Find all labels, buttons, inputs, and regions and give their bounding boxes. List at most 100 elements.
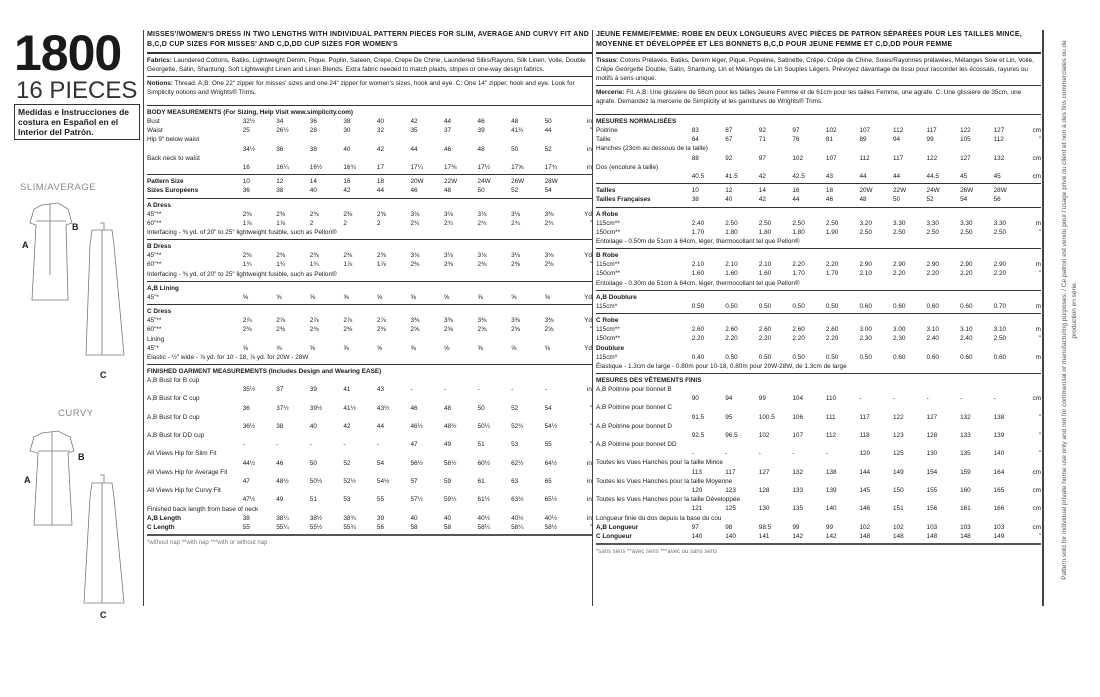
row-label: A,B Length: [147, 514, 182, 522]
row-label: A Dress: [147, 201, 171, 209]
unit: in: [587, 459, 592, 467]
size-value: 2: [376, 219, 381, 227]
row-label: Tailles: [596, 187, 616, 195]
unit: Yd: [584, 210, 592, 218]
unit: Yd: [584, 293, 592, 301]
measurement-section: BODY MEASUREMENTS (For Sizing, Help Visi…: [147, 106, 592, 176]
size-value: 55: [376, 496, 384, 504]
size-value: 128: [926, 431, 938, 439]
unit: m: [1035, 261, 1041, 269]
size-value: 125: [725, 505, 736, 513]
size-value: 146: [859, 505, 871, 513]
table-row: All Views Hip for Slim Fit: [147, 449, 592, 458]
size-value: 122: [892, 413, 904, 421]
size-value: 154: [926, 468, 938, 476]
size-value: 2.20: [825, 261, 839, 269]
legal-notice: Pattern sold for individual private home…: [1050, 40, 1090, 600]
size-value: 32½: [242, 118, 256, 125]
table-row: 115cm* 0.40 0.50 0.50 0.50 0.50 0.50 0.60 0.60 0.…: [596, 353, 1041, 362]
size-value: 40½: [477, 514, 490, 522]
size-value: 58½: [544, 523, 558, 531]
size-value: 83: [691, 127, 699, 134]
size-value: 0.50: [792, 353, 805, 361]
size-value: ⅝: [544, 344, 550, 352]
table-row: A,B Poitrine pour bonnet DD: [596, 440, 1041, 449]
size-value: 40.5: [691, 172, 705, 180]
size-value: 0.50: [725, 353, 738, 361]
row-label-spacer: [596, 154, 692, 163]
size-value: 2⅜: [544, 261, 554, 269]
table-row-values: 40.5 41.5 42 42.5 43 44 44 44.5 45 45 cm: [596, 172, 1041, 181]
table-row-values: 16 16¼ 16½ 16¾ 17 17¼ 17⅜ 17½ 17⅝ 17¾ in: [147, 163, 592, 172]
row-label-spacer: [596, 449, 692, 458]
size-value: 148: [859, 532, 871, 540]
row-label: A,B Bust for D cup: [147, 413, 200, 421]
size-value: 37½: [276, 404, 289, 412]
row-label-spacer: [147, 163, 243, 172]
table-row: A,B Bust for C cup: [147, 394, 592, 403]
size-value: 97: [691, 523, 699, 531]
size-value: 110: [825, 395, 837, 403]
size-value: 47½: [242, 496, 256, 504]
table-row-values: 90 94 99 104 110 - - - - - cm: [596, 394, 1041, 403]
size-value: 38¾: [343, 514, 356, 522]
size-value: 164: [993, 468, 1005, 476]
size-value: 105: [960, 136, 971, 144]
row-label: Hip 9" below waist: [147, 136, 199, 144]
size-value: 40: [410, 514, 418, 522]
unit: ": [589, 523, 592, 531]
size-value: 3.00: [892, 326, 906, 334]
row-label: 60"**: [147, 326, 162, 334]
size-value: 48: [859, 196, 867, 204]
size-value: 2⅜: [276, 252, 286, 260]
size-value: 2⅜: [309, 252, 319, 260]
unit: cm: [1032, 127, 1041, 134]
section-note: Entoilage - 0.30m de 51cm à 64cm, léger,…: [596, 279, 800, 287]
row-label: B Dress: [147, 243, 172, 251]
size-value: 2⅝: [477, 326, 487, 334]
size-value: 142: [792, 532, 804, 540]
table-row: Pattern Size 10 12 14 16 18 20W 22W 24W 26W 28W: [147, 177, 592, 186]
measurement-section: B Robe 115cm** 2.10 2.10 2.10 2.20 2.20 2.90 2.9…: [596, 249, 1041, 291]
size-value: 3⅜: [443, 317, 453, 325]
row-label-spacer: [147, 495, 243, 504]
size-value: 2⅜: [376, 252, 386, 260]
size-value: 2: [309, 219, 314, 227]
size-value: 102: [892, 523, 904, 531]
size-value: 49: [276, 496, 284, 504]
size-value: -: [477, 386, 480, 394]
size-value: ⅝: [544, 293, 550, 301]
row-label-spacer: [147, 422, 243, 431]
table-row: 150cm** 1.60 1.60 1.60 1.70 1.70 2.10 2.20 2.20 2…: [596, 269, 1041, 278]
size-value: ⅝: [276, 293, 282, 301]
section-note: Finished back length from base of neck: [147, 505, 259, 513]
size-value: 81: [825, 136, 833, 144]
size-value: 37: [443, 127, 452, 135]
size-value: 62½: [511, 459, 524, 467]
size-value: 55¼: [276, 523, 289, 531]
measurement-section: A,B Lining 45"* ⅝ ⅝ ⅝ ⅝ ⅝ ⅝ ⅝ ⅝ ⅝ ⅝ Yd: [147, 282, 592, 305]
table-row: 115cm** 2.40 2.50 2.50 2.50 2.50 3.20 3.30 3.30 3…: [596, 219, 1041, 228]
size-value: 1⅞: [376, 261, 386, 269]
size-value: 0.70: [993, 302, 1007, 310]
size-value: 113: [691, 468, 702, 476]
table-row-values: 36 37½ 39½ 41½ 43½ 46 48 50 52 54 ": [147, 404, 592, 413]
size-value: 102: [859, 523, 871, 531]
size-value: 42.5: [792, 172, 805, 180]
size-value: 2⅜: [343, 210, 353, 218]
table-row: Sizes Européens 36 38 40 42 44 46 48 50 52 54: [147, 186, 592, 195]
size-value: 50½: [309, 478, 323, 485]
notions-block: Notions: Thread. A,B: One 22" zipper for…: [147, 77, 592, 106]
size-value: 102: [825, 127, 837, 134]
size-value: 43½: [376, 404, 390, 412]
size-value: 36: [242, 404, 250, 412]
row-label: C Longueur: [596, 532, 632, 540]
size-value: 46½: [410, 422, 423, 430]
size-value: 2.10: [725, 261, 738, 269]
size-value: ⅝: [343, 344, 349, 352]
row-label: A Robe: [596, 210, 619, 218]
size-value: 148: [892, 532, 904, 540]
size-value: 2⅜: [276, 210, 286, 218]
row-label: 115cm*: [596, 302, 618, 310]
size-value: 56: [993, 196, 1001, 204]
